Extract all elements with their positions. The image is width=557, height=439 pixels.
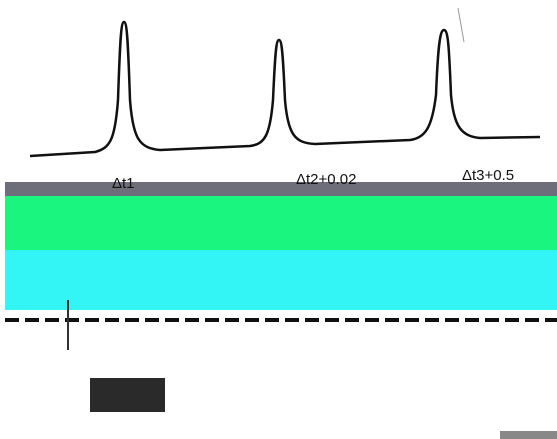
blurred-block — [90, 378, 165, 412]
signal-trace — [29, 20, 541, 158]
peak-label: Δt2+0.02 — [296, 171, 356, 188]
scratch-mark — [457, 7, 465, 43]
green-band — [5, 196, 557, 250]
cyan-band — [5, 250, 557, 310]
peak-label: Δt1 — [112, 175, 135, 192]
gray-band — [5, 182, 557, 196]
corner-block — [500, 431, 557, 439]
peak-label: Δt3+0.5 — [462, 167, 514, 184]
